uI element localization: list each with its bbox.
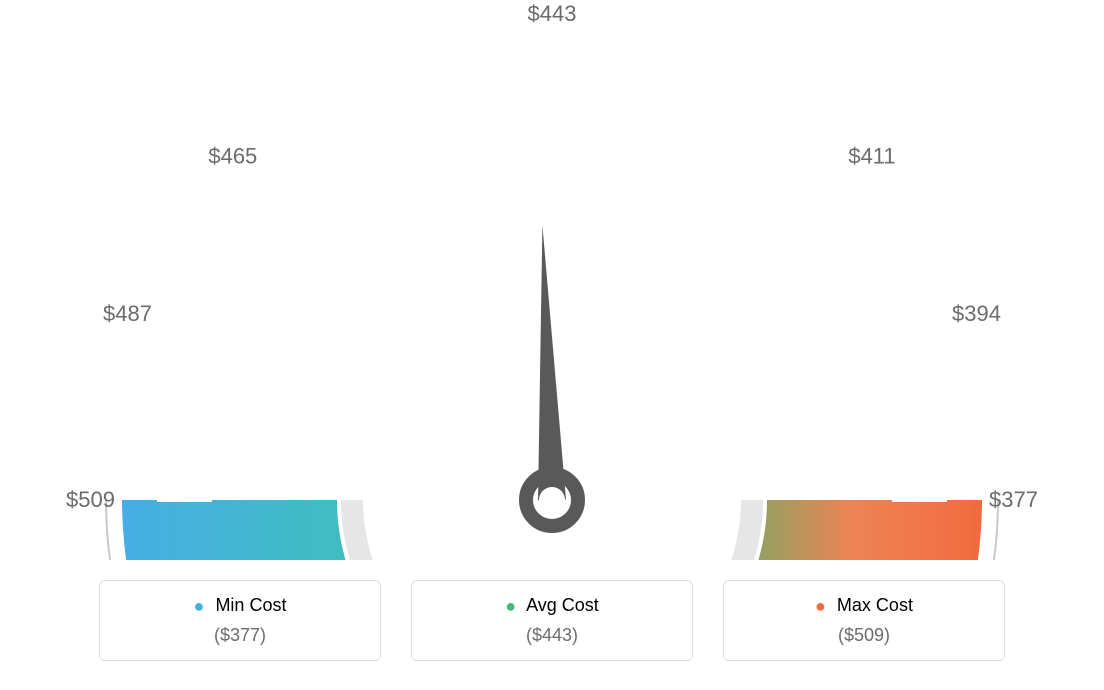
svg-text:$411: $411	[848, 143, 895, 168]
gauge-svg: $377 $394 $411 $443 $465 $487 $509	[0, 0, 1104, 560]
dot-icon: ●	[505, 596, 516, 616]
legend-card-avg: ● Avg Cost ($443)	[411, 580, 693, 661]
legend-title-avg: ● Avg Cost	[412, 595, 692, 617]
legend-label-avg: Avg Cost	[526, 595, 599, 615]
svg-text:$509: $509	[66, 487, 115, 512]
legend-label-min: Min Cost	[215, 595, 286, 615]
dot-icon: ●	[815, 596, 826, 616]
dot-icon: ●	[194, 596, 205, 616]
svg-text:$377: $377	[989, 487, 1038, 512]
svg-text:$465: $465	[208, 143, 257, 168]
legend-card-min: ● Min Cost ($377)	[99, 580, 381, 661]
legend-card-max: ● Max Cost ($509)	[723, 580, 1005, 661]
gauge-chart-container: $377 $394 $411 $443 $465 $487 $509 ● Min Cost …	[0, 0, 1104, 690]
legend-value-avg: ($443)	[412, 625, 692, 646]
svg-text:$443: $443	[528, 1, 577, 26]
svg-text:$394: $394	[952, 301, 1001, 326]
legend-label-max: Max Cost	[837, 595, 913, 615]
legend-value-min: ($377)	[100, 625, 380, 646]
svg-text:$487: $487	[103, 301, 152, 326]
legend-value-max: ($509)	[724, 625, 1004, 646]
legend-row: ● Min Cost ($377) ● Avg Cost ($443) ● Ma…	[0, 580, 1104, 661]
legend-title-min: ● Min Cost	[100, 595, 380, 617]
legend-title-max: ● Max Cost	[724, 595, 1004, 617]
